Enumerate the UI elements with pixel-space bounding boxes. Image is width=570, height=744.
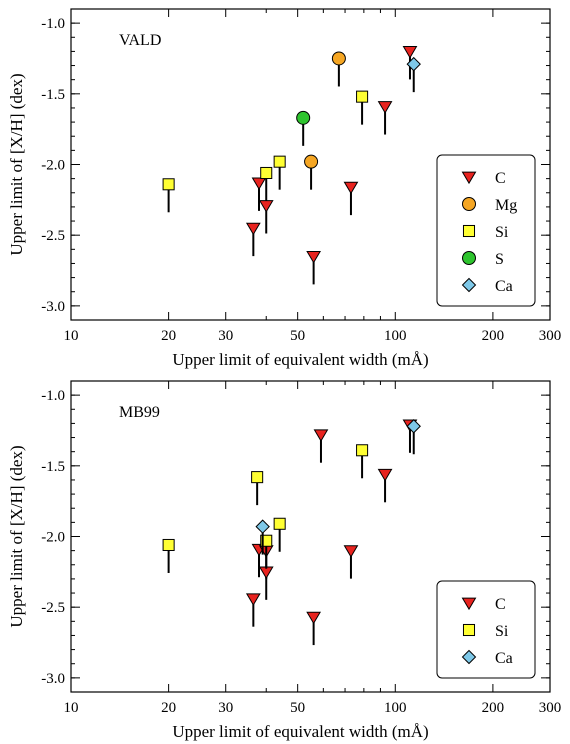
series-si: [162, 90, 369, 213]
legend-marker-c: [461, 597, 477, 611]
series-mg: [304, 51, 346, 190]
data-point-c: [306, 251, 321, 264]
legend-marker-si: [462, 623, 476, 637]
y-axis-label: Upper limit of [X/H] (dex): [7, 73, 26, 255]
x-tick-label: 30: [218, 328, 233, 344]
data-point-c: [245, 593, 261, 606]
series-s: [296, 110, 311, 146]
data-point-c: [245, 222, 261, 236]
legend-marker-mg: [462, 197, 476, 211]
legend-label-si: Si: [495, 623, 509, 640]
data-point-c: [251, 177, 267, 191]
x-tick-label: 20: [161, 328, 176, 344]
panel-title: MB99: [119, 404, 160, 421]
legend-marker-c: [461, 171, 477, 185]
panel-vald: 10 20 30 50 100 200 300 -1.0 -1.5 -2.0 -2.5 -3.0 Upp…: [7, 8, 562, 369]
y-tick-label: -3.0: [41, 299, 65, 315]
y-tick-label: -3.0: [41, 671, 65, 687]
data-point-mg: [331, 51, 346, 66]
legend-marker-ca: [461, 649, 477, 665]
y-tick-label: -1.5: [41, 459, 65, 475]
data-point-si: [273, 517, 286, 530]
series-c: [245, 46, 418, 285]
legend-label-ca: Ca: [495, 650, 513, 667]
data-point-ca: [255, 519, 270, 534]
data-point-c: [313, 429, 329, 442]
x-axis-label: Upper limit of equivalent width (mÅ): [172, 350, 428, 369]
legend-label-s: S: [495, 251, 504, 268]
data-point-c: [343, 181, 359, 195]
legend-box: [436, 154, 536, 307]
legend-label-ca: Ca: [495, 278, 513, 295]
y-tick-label: -1.0: [41, 16, 65, 32]
data-point-s: [296, 110, 311, 125]
data-point-c: [377, 101, 393, 114]
y-axis-label: Upper limit of [X/H] (dex): [7, 445, 26, 627]
legend-label-c: C: [495, 170, 506, 187]
data-point-si: [260, 166, 273, 180]
legend-marker-ca: [461, 277, 477, 293]
data-point-si: [273, 155, 286, 168]
x-tick-label: 50: [290, 328, 305, 344]
y-tick-label: -2.5: [41, 600, 65, 616]
data-point-c: [402, 46, 418, 59]
x-tick-label: 10: [64, 700, 79, 716]
data-point-si: [162, 178, 175, 191]
y-tick-label: -2.0: [41, 530, 65, 546]
legend: C Si Ca: [436, 580, 536, 679]
panel-mb99: 10 20 30 50 100 200 300 -1.0 -1.5 -2.0 -2.5 -3.0 Upp…: [7, 380, 562, 741]
series-ca: [255, 419, 421, 555]
x-tick-label: 300: [539, 700, 562, 716]
data-point-c: [306, 611, 321, 625]
data-point-si: [356, 90, 369, 103]
legend: C Mg Si S Ca: [436, 154, 536, 307]
x-tick-label: 200: [482, 700, 505, 716]
data-point-c: [343, 545, 359, 558]
y-tick-label: -2.0: [41, 158, 65, 174]
data-point-ca: [406, 419, 421, 434]
y-tick-label: -2.5: [41, 228, 65, 244]
x-tick-label: 200: [482, 328, 505, 344]
panel-title: VALD: [119, 32, 161, 49]
legend-label-c: C: [495, 596, 506, 613]
x-tick-label: 100: [384, 328, 407, 344]
x-tick-label: 30: [218, 700, 233, 716]
x-tick-label: 300: [539, 328, 562, 344]
data-point-mg: [304, 154, 319, 169]
series-c: [245, 419, 418, 646]
x-tick-label: 10: [64, 328, 79, 344]
y-tick-label: -1.0: [41, 388, 65, 404]
legend-box: [436, 580, 536, 679]
data-point-si: [260, 534, 273, 547]
x-axis-label: Upper limit of equivalent width (mÅ): [172, 722, 428, 741]
data-point-ca: [406, 56, 421, 72]
legend-marker-s: [462, 251, 476, 265]
series-si: [162, 444, 369, 573]
data-point-si: [162, 538, 175, 552]
x-tick-label: 20: [161, 700, 176, 716]
data-point-si: [356, 444, 369, 457]
x-tick-label: 50: [290, 700, 305, 716]
series-ca: [406, 56, 421, 93]
data-point-c: [258, 200, 274, 213]
legend-marker-si: [462, 224, 476, 238]
legend-label-mg: Mg: [495, 197, 517, 214]
y-tick-label: -1.5: [41, 87, 65, 103]
x-tick-label: 100: [384, 700, 407, 716]
data-point-si: [251, 471, 264, 484]
data-point-c: [377, 468, 393, 482]
legend-label-si: Si: [495, 224, 509, 241]
